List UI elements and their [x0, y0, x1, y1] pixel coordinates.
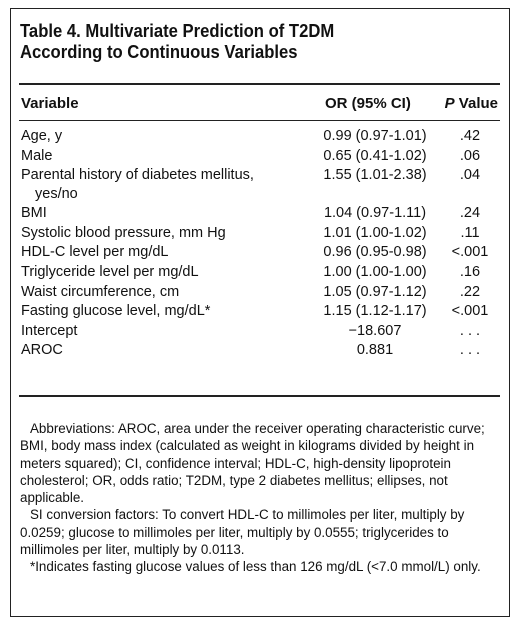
cell-or: 0.881 [356, 342, 394, 359]
top-rule [19, 83, 500, 85]
cell-p: <.001 [451, 244, 489, 261]
cell-or: 1.15 (1.12-1.17) [323, 303, 427, 320]
table-notes: Abbreviations: AROC, area under the rece… [20, 420, 502, 576]
table-row: Systolic blood pressure, mm Hg 1.01 (1.0… [20, 224, 500, 244]
cell-variable: Waist circumference, cm [21, 283, 180, 300]
table-header: Variable OR (95% CI) P Value [20, 95, 500, 115]
cell-or: −18.607 [348, 322, 402, 339]
table-row: Intercept −18.607 . . . [20, 322, 500, 342]
cell-p: .24 [459, 205, 481, 222]
table-row: Fasting glucose level, mg/dL* 1.15 (1.12… [20, 302, 500, 322]
cell-variable-line-2: yes/no [35, 185, 78, 202]
cell-variable: Male [21, 147, 53, 164]
cell-p: .04 [459, 167, 481, 184]
cell-variable: BMI [21, 205, 47, 222]
cell-p: .16 [459, 263, 481, 280]
cell-variable: Systolic blood pressure, mm Hg [21, 224, 226, 241]
cell-or: 1.00 (1.00-1.00) [323, 263, 427, 280]
cell-or: 1.05 (0.97-1.12) [323, 283, 427, 300]
header-p-value: P Value [445, 95, 498, 112]
footnote: *Indicates fasting glucose values of les… [30, 559, 481, 575]
table-title-line-2: According to Continuous Variables [20, 41, 298, 62]
cell-or: 1.04 (0.97-1.11) [323, 205, 427, 222]
header-variable: Variable [21, 95, 79, 112]
cell-p: .11 [460, 224, 480, 241]
cell-variable: Age, y [21, 128, 63, 144]
table-title-line-1: Table 4. Multivariate Prediction of T2DM [20, 20, 335, 41]
bottom-rule [19, 395, 500, 397]
header-or: OR (95% CI) [325, 95, 411, 112]
table-frame [10, 8, 510, 617]
cell-p: . . . [459, 322, 481, 339]
cell-variable: Fasting glucose level, mg/dL* [21, 303, 211, 320]
cell-p: . . . [459, 342, 481, 359]
cell-p: <.001 [451, 303, 489, 320]
table-row: AROC 0.881 . . . [20, 341, 500, 361]
table-row: Waist circumference, cm 1.05 (0.97-1.12)… [20, 283, 500, 303]
table-body: Age, y 0.99 (0.97-1.01) .42 Male 0.65 (0… [20, 127, 500, 361]
cell-or: 0.99 (0.97-1.01) [323, 128, 427, 144]
table-title: Table 4. Multivariate Prediction of T2DM… [20, 20, 452, 62]
cell-p: .42 [459, 128, 481, 144]
table-row: Triglyceride level per mg/dL 1.00 (1.00-… [20, 263, 500, 283]
table-row: Parental history of diabetes mellitus, y… [20, 166, 500, 204]
cell-variable: HDL-C level per mg/dL [21, 244, 169, 261]
cell-variable: Triglyceride level per mg/dL [21, 263, 199, 280]
cell-p: .22 [459, 283, 481, 300]
header-p-rest: Value [454, 95, 498, 112]
cell-variable: Parental history of diabetes mellitus, y… [21, 166, 306, 203]
table-row: BMI 1.04 (0.97-1.11) .24 [20, 204, 500, 224]
cell-or: 0.96 (0.95-0.98) [323, 244, 427, 261]
table-row: Male 0.65 (0.41-1.02) .06 [20, 147, 500, 167]
header-rule [19, 120, 500, 121]
cell-or: 0.65 (0.41-1.02) [323, 147, 427, 164]
header-p-italic: P [444, 95, 455, 112]
cell-or: 1.55 (1.01-2.38) [323, 167, 427, 184]
cell-p: .06 [459, 147, 481, 164]
cell-variable: Intercept [21, 322, 78, 339]
table-page: Table 4. Multivariate Prediction of T2DM… [10, 8, 510, 617]
abbreviations-note: Abbreviations: AROC, area under the rece… [20, 421, 485, 506]
cell-variable-line-1: Parental history of diabetes mellitus, [21, 167, 254, 184]
cell-or: 1.01 (1.00-1.02) [323, 224, 427, 241]
table-row: Age, y 0.99 (0.97-1.01) .42 [20, 127, 500, 147]
si-conversion-note: SI conversion factors: To convert HDL-C … [20, 507, 465, 558]
table-row: HDL-C level per mg/dL 0.96 (0.95-0.98) <… [20, 243, 500, 263]
cell-variable: AROC [21, 342, 63, 359]
